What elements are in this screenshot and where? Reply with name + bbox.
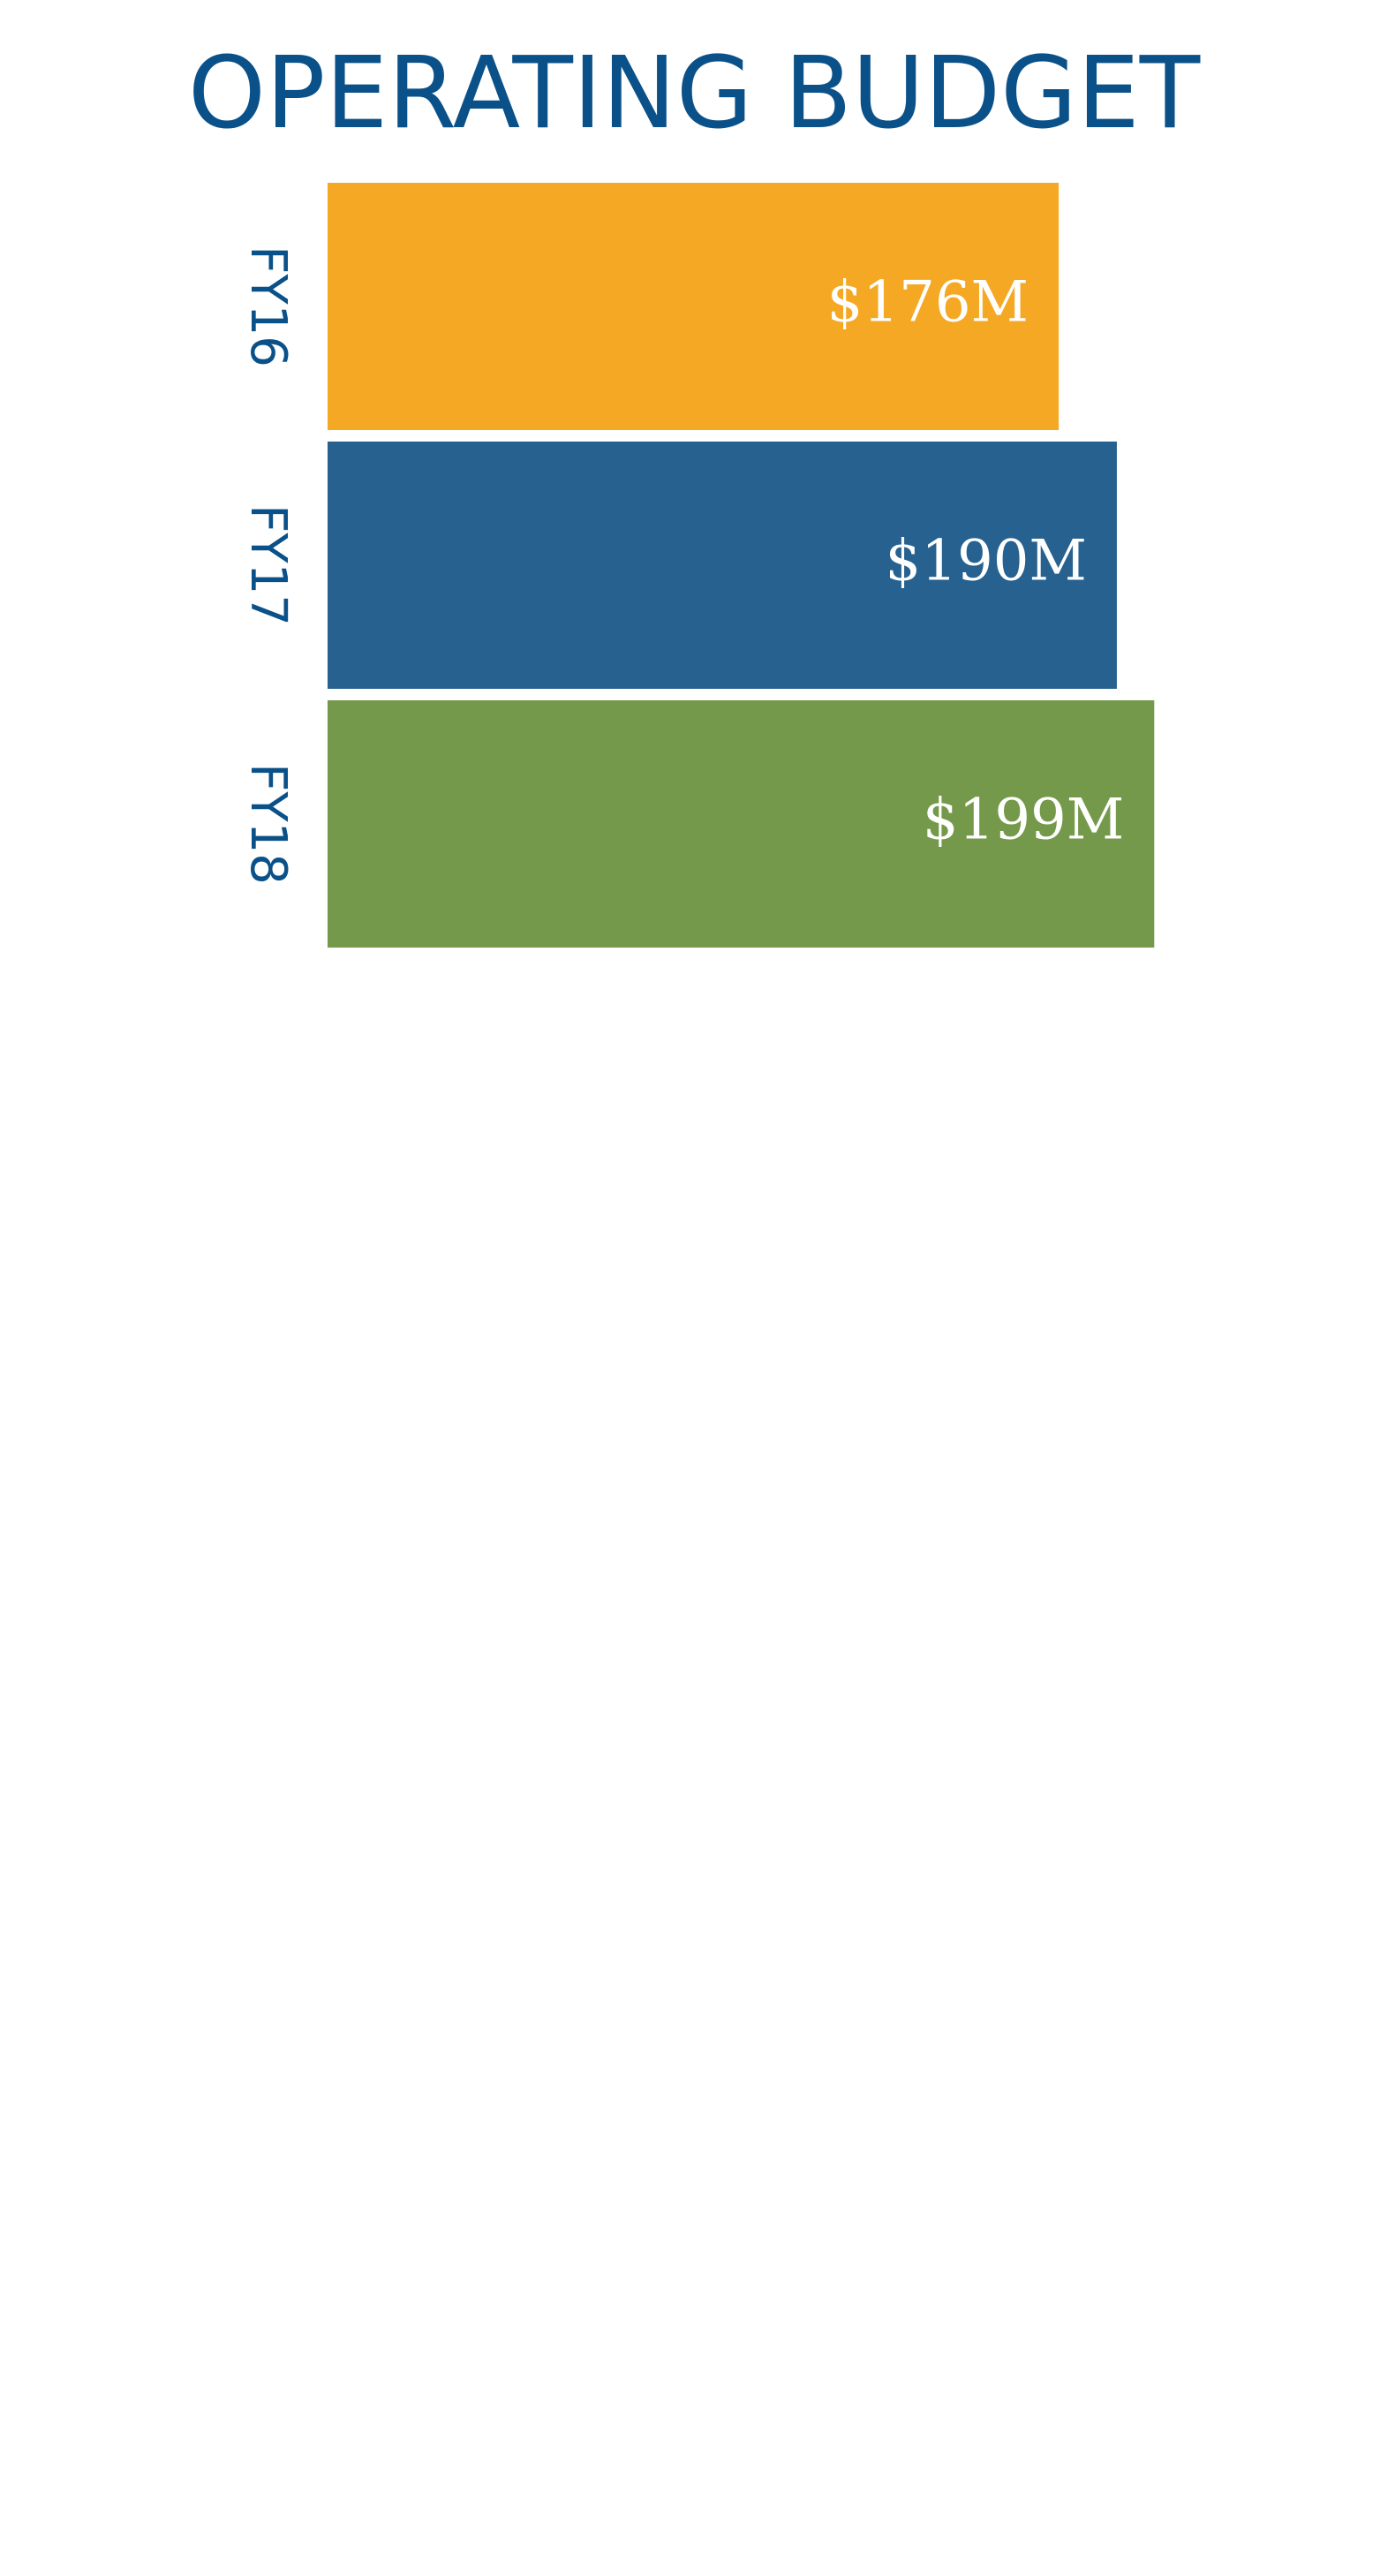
bar — [328, 442, 1117, 689]
value-label: $176M — [827, 270, 1029, 336]
category-label: FY17 — [239, 504, 297, 626]
value-label: $199M — [923, 788, 1124, 853]
bar — [328, 700, 1155, 948]
category-label: FY16 — [239, 246, 297, 367]
chart-title: OPERATING BUDGET — [188, 36, 1201, 151]
bar — [328, 183, 1060, 430]
category-label: FY18 — [239, 763, 297, 885]
value-label: $190M — [886, 529, 1087, 594]
